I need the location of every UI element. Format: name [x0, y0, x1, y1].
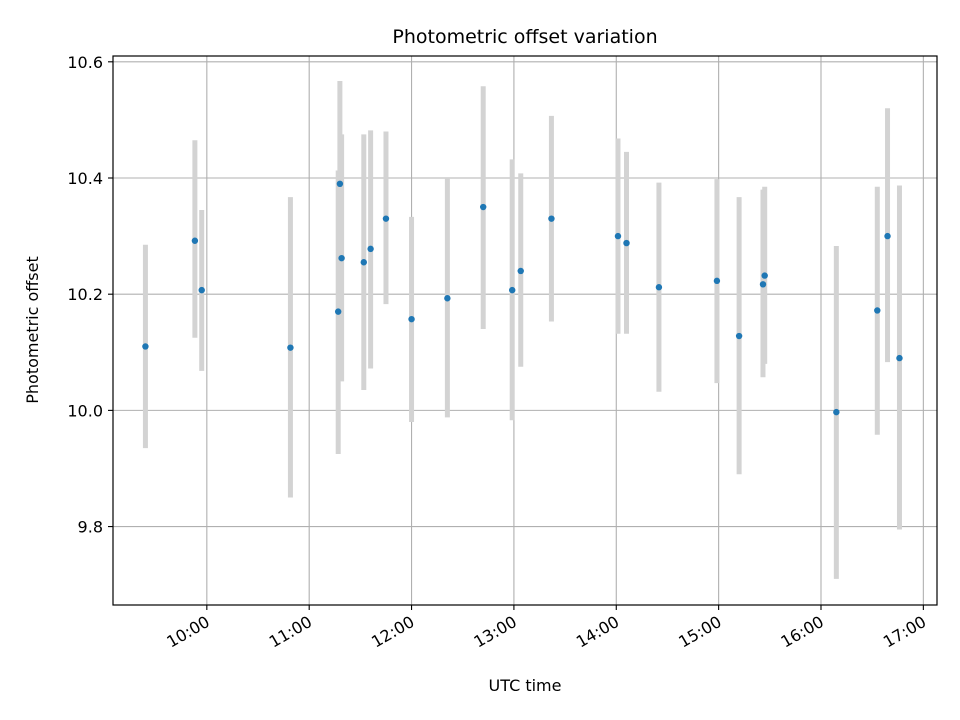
data-point: [884, 232, 891, 240]
data-point: [382, 215, 390, 222]
data-points: [142, 180, 903, 416]
y-axis-label: Photometric offset: [23, 256, 42, 404]
data-point: [334, 308, 342, 315]
data-point: [444, 295, 451, 302]
data-point: [761, 272, 768, 279]
chart-title: Photometric offset variation: [392, 26, 657, 48]
data-point: [408, 315, 415, 323]
data-point: [287, 344, 294, 351]
plot-background: [113, 56, 937, 605]
y-tick-label: 10.2: [67, 285, 103, 304]
data-point: [713, 277, 721, 285]
data-point: [874, 307, 881, 314]
data-point: [336, 180, 344, 188]
data-point: [833, 408, 840, 416]
data-point: [655, 284, 663, 291]
plot-frame: [112, 55, 938, 606]
data-point: [759, 281, 767, 288]
data-point: [142, 343, 149, 350]
data-point: [896, 354, 903, 362]
x-axis-label: UTC time: [489, 676, 562, 695]
data-point: [191, 237, 199, 244]
data-point: [360, 259, 367, 266]
data-point: [735, 332, 743, 340]
y-tick-label: 9.8: [78, 518, 103, 537]
data-point: [548, 215, 555, 222]
data-point: [338, 254, 345, 262]
data-point: [509, 286, 516, 294]
y-tick-label: 10.0: [67, 401, 103, 420]
data-point: [517, 267, 524, 275]
data-point: [367, 245, 374, 253]
y-tick-label: 10.4: [67, 169, 103, 188]
data-point: [623, 239, 630, 247]
y-tick-label: 10.6: [67, 53, 103, 72]
data-point: [198, 286, 205, 294]
y-axis-ticks: 9.8 10.0 10.2 10.4 10.6: [67, 53, 113, 537]
data-point: [614, 232, 622, 240]
data-point: [480, 203, 487, 211]
